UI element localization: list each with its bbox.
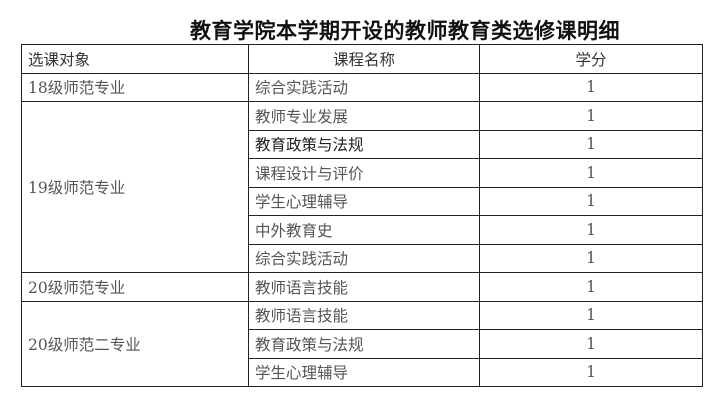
target-cell: 19级师范专业 (21, 101, 249, 273)
credit-cell: 1 (479, 272, 703, 302)
course-name-cell: 学生心理辅导 (248, 186, 480, 216)
credit-cell: 1 (479, 357, 703, 387)
target-cell: 18级师范专业 (21, 72, 249, 102)
credit-cell: 1 (479, 300, 703, 330)
course-name-cell: 中外教育史 (248, 215, 480, 245)
course-table: 选课对象 课程名称 学分 18级师范专业 综合实践活动 1 19级师范专业 教师专业发展… (21, 44, 703, 387)
course-name-cell: 学生心理辅导 (248, 357, 480, 387)
course-name-cell: 综合实践活动 (248, 72, 480, 102)
course-name-cell: 教师语言技能 (248, 300, 480, 330)
table-row: 20级师范二专业 教师语言技能 1 (21, 300, 703, 387)
table-header-row: 选课对象 课程名称 学分 (21, 44, 703, 74)
table-row: 19级师范专业 教师专业发展 1 (21, 101, 703, 273)
credit-cell: 1 (479, 243, 703, 273)
credit-cell: 1 (479, 186, 703, 216)
table-row: 18级师范专业 综合实践活动 1 (21, 72, 703, 102)
credit-cell: 1 (479, 129, 703, 159)
course-name-cell: 课程设计与评价 (248, 158, 480, 188)
credit-cell: 1 (479, 158, 703, 188)
credit-cell: 1 (479, 329, 703, 359)
target-cell: 20级师范二专业 (21, 300, 249, 387)
table-row: 学生心理辅导 1 (22, 357, 703, 387)
course-name-cell: 教育政策与法规 (248, 329, 480, 359)
header-target: 选课对象 (21, 44, 249, 74)
header-credit: 学分 (479, 44, 703, 74)
page-title: 教育学院本学期开设的教师教育类选修课明细 (190, 19, 620, 43)
header-course: 课程名称 (248, 44, 480, 74)
course-name-cell: 综合实践活动 (248, 243, 480, 273)
credit-cell: 1 (479, 101, 703, 131)
target-cell: 20级师范专业 (21, 272, 249, 302)
table-row: 学生心理辅导 1 (22, 186, 703, 216)
credit-cell: 1 (479, 72, 703, 102)
table-row: 教育政策与法规 1 (22, 129, 703, 159)
table-row: 20级师范专业 教师语言技能 1 (21, 272, 703, 302)
course-name-cell: 教育政策与法规 (248, 129, 480, 159)
table-row: 综合实践活动 1 (22, 243, 703, 273)
course-name-cell: 教师专业发展 (248, 101, 480, 131)
credit-cell: 1 (479, 215, 703, 245)
course-name-cell: 教师语言技能 (248, 272, 480, 302)
